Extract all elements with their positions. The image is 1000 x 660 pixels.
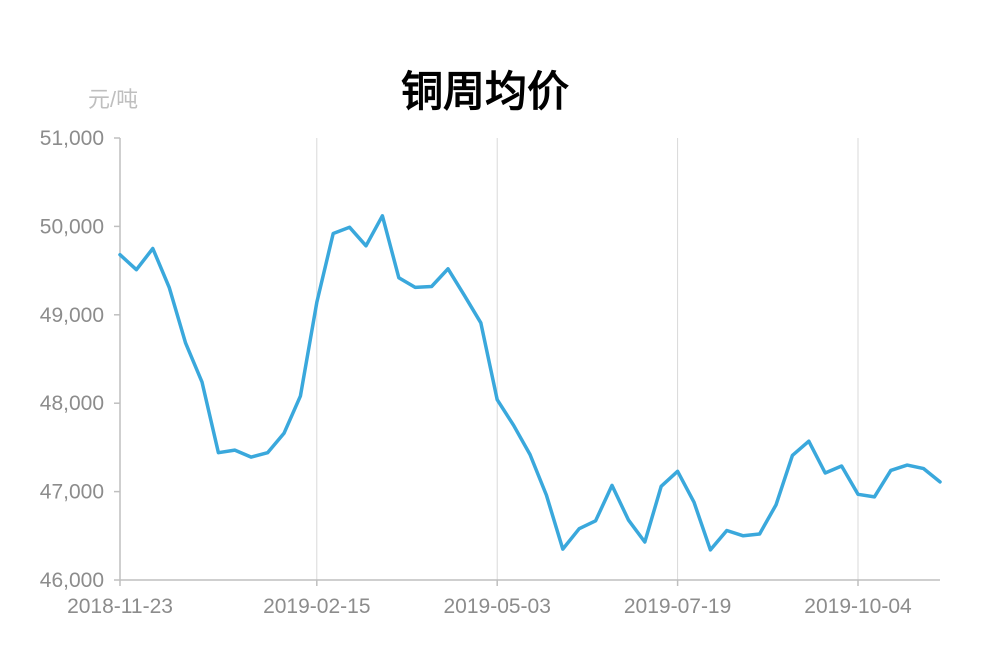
data-point xyxy=(725,528,729,532)
data-point xyxy=(561,547,565,551)
data-point xyxy=(446,267,450,271)
data-point xyxy=(331,231,335,235)
data-point xyxy=(200,380,204,384)
y-tick-label: 49,000 xyxy=(40,304,104,327)
y-tick-label: 47,000 xyxy=(40,481,104,504)
data-point xyxy=(266,451,270,455)
data-point xyxy=(134,268,138,272)
data-point xyxy=(790,453,794,457)
x-tick-label: 2019-07-19 xyxy=(624,595,731,618)
data-point xyxy=(594,519,598,523)
data-point xyxy=(167,285,171,289)
x-tick-label: 2019-02-15 xyxy=(263,595,370,618)
data-point xyxy=(922,467,926,471)
data-point xyxy=(610,483,614,487)
x-tick-label: 2019-05-03 xyxy=(443,595,550,618)
data-point xyxy=(692,500,696,504)
data-point xyxy=(577,527,581,531)
data-point xyxy=(741,534,745,538)
data-point xyxy=(397,276,401,280)
data-point xyxy=(184,341,188,345)
data-point xyxy=(282,431,286,435)
data-point xyxy=(495,398,499,402)
data-point xyxy=(233,448,237,452)
data-point xyxy=(544,493,548,497)
x-tick-label: 2019-10-04 xyxy=(804,595,912,618)
data-point xyxy=(512,423,516,427)
data-point xyxy=(298,394,302,398)
data-point xyxy=(905,463,909,467)
data-point xyxy=(626,518,630,522)
chart-title: 铜周均价 xyxy=(400,67,569,116)
y-tick-label: 46,000 xyxy=(40,569,104,592)
data-point xyxy=(889,468,893,472)
y-tick-label: 51,000 xyxy=(40,127,104,150)
data-point xyxy=(479,321,483,325)
data-point xyxy=(151,247,155,251)
y-tick-label: 48,000 xyxy=(40,392,104,415)
data-point xyxy=(413,285,417,289)
data-point xyxy=(659,484,663,488)
data-point xyxy=(462,293,466,297)
data-point xyxy=(708,548,712,552)
data-point xyxy=(348,225,352,229)
y-tick-label: 50,000 xyxy=(40,215,104,238)
data-point xyxy=(364,244,368,248)
data-point xyxy=(840,464,844,468)
series-line xyxy=(118,214,942,552)
data-point xyxy=(315,300,319,304)
data-point xyxy=(774,503,778,507)
data-point xyxy=(856,492,860,496)
data-point xyxy=(938,480,942,484)
data-point xyxy=(380,214,384,218)
data-point xyxy=(823,471,827,475)
data-point xyxy=(676,469,680,473)
y-unit-label: 元/吨 xyxy=(88,87,139,112)
data-point xyxy=(249,455,253,459)
data-point xyxy=(758,532,762,536)
data-point xyxy=(807,439,811,443)
data-point xyxy=(430,285,434,289)
data-point xyxy=(216,451,220,455)
data-point xyxy=(528,452,532,456)
data-point xyxy=(872,495,876,499)
x-tick-label: 2018-11-23 xyxy=(67,595,173,618)
data-point xyxy=(118,253,122,257)
data-point xyxy=(643,540,647,544)
